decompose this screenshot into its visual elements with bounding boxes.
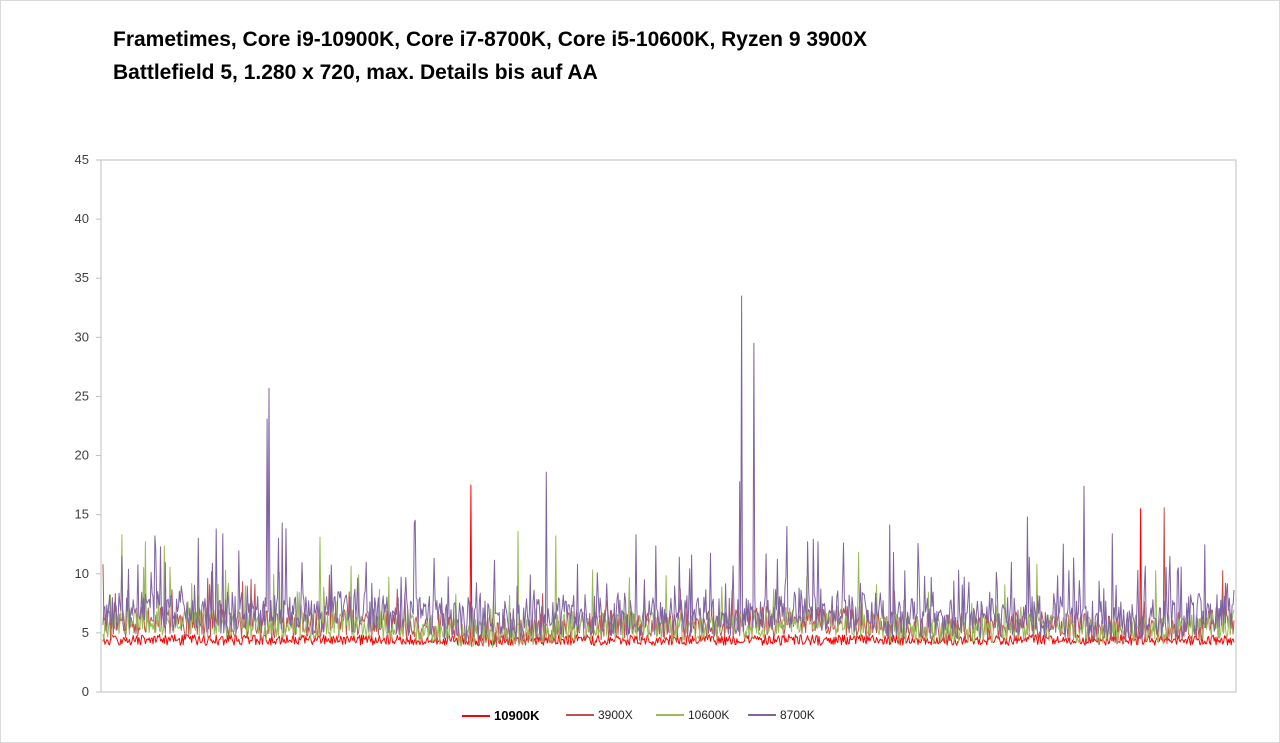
legend-label: 10900K xyxy=(494,708,540,723)
legend-item-3900x: 3900X xyxy=(566,708,633,722)
legend-swatch xyxy=(656,714,684,716)
legend-label: 3900X xyxy=(598,708,633,722)
legend-label: 8700K xyxy=(780,708,815,722)
y-tick-label: 5 xyxy=(82,625,89,640)
legend-label: 10600K xyxy=(688,708,730,722)
series-line-8700k xyxy=(102,295,1235,642)
y-tick-label: 20 xyxy=(75,448,89,463)
y-tick-label: 15 xyxy=(75,507,89,522)
legend: 10900K 3900X 10600K 8700K xyxy=(0,708,1280,726)
legend-swatch xyxy=(566,714,594,716)
y-tick-label: 40 xyxy=(75,211,89,226)
y-tick-label: 0 xyxy=(82,684,89,699)
chart-title: Frametimes, Core i9-10900K, Core i7-8700… xyxy=(113,28,868,51)
y-tick-label: 25 xyxy=(75,388,89,403)
y-tick-label: 30 xyxy=(75,329,89,344)
series-line-10600k xyxy=(102,530,1235,648)
legend-swatch xyxy=(748,714,776,716)
chart-subtitle: Battlefield 5, 1.280 x 720, max. Details… xyxy=(113,61,598,84)
legend-item-10600k: 10600K xyxy=(656,708,729,722)
y-tick-label: 45 xyxy=(75,152,89,167)
plot-border xyxy=(100,159,1237,693)
y-tick-label: 35 xyxy=(75,270,89,285)
legend-item-8700k: 8700K xyxy=(748,708,815,722)
legend-item-10900k: 10900K xyxy=(462,708,540,723)
y-tick-label: 10 xyxy=(75,566,89,581)
legend-swatch xyxy=(462,714,490,717)
